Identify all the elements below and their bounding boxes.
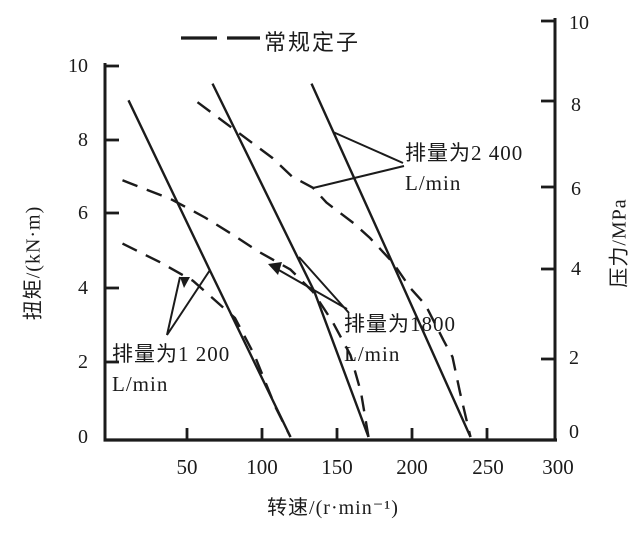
- y-left-tick-2: 2: [78, 351, 88, 373]
- annotation-1800-line1: 排量为1800: [344, 312, 456, 336]
- y-right-tick-2: 2: [569, 347, 579, 369]
- y-left-tick-4: 4: [78, 277, 88, 299]
- y-left-tick-6: 6: [78, 202, 88, 224]
- curve-solid-1200: [127, 99, 292, 438]
- annotation-1800-line2: L/min: [344, 342, 401, 366]
- curve-solid-2400: [310, 83, 472, 438]
- annotation-1200-line2: L/min: [112, 372, 169, 396]
- y-left-tick-8: 8: [78, 129, 88, 151]
- y-left-tick-0: 0: [78, 426, 88, 448]
- y-right-axis-title: 压力/MPa: [608, 198, 631, 288]
- x-axis-title: 转速/(r·min⁻¹): [267, 497, 399, 519]
- x-tick-300: 300: [542, 455, 574, 479]
- y-right-tick-0: 0: [569, 421, 579, 443]
- annotation-2400-line1: 排量为2 400: [405, 141, 524, 165]
- y-right-tick-10: 10: [569, 12, 589, 34]
- annotation-2400-line2: L/min: [405, 171, 462, 195]
- leader-1800-arrowhead: [268, 262, 282, 275]
- y-right-tick-4: 4: [571, 258, 581, 280]
- curve-dashed-1800: [122, 179, 370, 438]
- y-right-tick-6: 6: [571, 178, 581, 200]
- annotation-1200-line1: 排量为1 200: [112, 342, 231, 366]
- x-tick-50: 50: [176, 455, 198, 479]
- curve-dashed-2400: [196, 101, 472, 438]
- legend-dashed-label: 常规定子: [264, 30, 361, 55]
- leader-1200-arrowhead: [180, 277, 190, 288]
- x-tick-250: 250: [472, 455, 504, 479]
- y-right-tick-8: 8: [571, 94, 581, 116]
- x-tick-100: 100: [246, 455, 278, 479]
- leader-1200: [166, 269, 211, 336]
- y-left-tick-10: 10: [68, 55, 88, 77]
- x-tick-150: 150: [321, 455, 353, 479]
- annotation-2400: 排量为2 400 L/min: [405, 138, 523, 198]
- annotation-1200: 排量为1 200 L/min: [112, 339, 230, 399]
- x-tick-200: 200: [396, 455, 428, 479]
- annotation-1800: 排量为1800 L/min: [344, 309, 456, 369]
- leader-1800: [269, 256, 350, 314]
- leader-2400: [312, 131, 405, 189]
- curve-solid-1800: [211, 83, 370, 438]
